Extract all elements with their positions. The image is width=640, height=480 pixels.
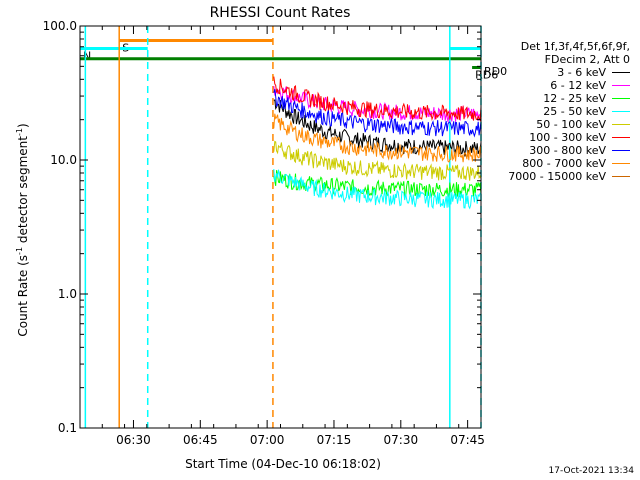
- legend-header-line2: FDecim 2, Att 0: [544, 53, 630, 66]
- x-tick-label: 06:30: [116, 433, 151, 447]
- flag-label: N: [83, 49, 91, 62]
- y-axis-label-sup1: -1: [15, 247, 24, 255]
- y-axis-label-sup2: -1: [15, 128, 24, 136]
- legend-item: 12 - 25 keV: [484, 92, 630, 105]
- legend-label: 3 - 6 keV: [557, 66, 606, 79]
- legend-item: 100 - 300 keV: [484, 131, 630, 144]
- legend-swatch: [612, 85, 630, 86]
- legend-label: 100 - 300 keV: [529, 131, 606, 144]
- legend-label: 800 - 7000 keV: [522, 157, 606, 170]
- y-tick-label: 0.1: [58, 421, 77, 435]
- legend-swatch: [612, 111, 630, 112]
- legend-item: 6 - 12 keV: [484, 79, 630, 92]
- legend-label: 6 - 12 keV: [550, 79, 606, 92]
- flag-label: RD0: [484, 65, 507, 78]
- x-tick-label: 07:00: [250, 433, 285, 447]
- series-line: [273, 76, 482, 122]
- legend-item: 25 - 50 keV: [484, 105, 630, 118]
- y-axis: 0.1 1.0 10.0 100.0: [43, 19, 481, 435]
- x-tick-label: 07:30: [384, 433, 419, 447]
- series-line: [273, 140, 482, 181]
- series-line: [273, 168, 482, 210]
- timestamp: 17-Oct-2021 13:34: [548, 466, 634, 476]
- series-line: [273, 170, 482, 200]
- legend-item: 800 - 7000 keV: [484, 157, 630, 170]
- y-axis-label: Count Rate (s-1 detector segment-1): [15, 123, 30, 336]
- plot-frame: [79, 25, 482, 429]
- chart-title: RHESSI Count Rates: [210, 5, 351, 21]
- x-tick-label: 07:45: [450, 433, 485, 447]
- y-axis-label-part1: Count Rate (s: [16, 255, 30, 337]
- x-axis-label: Start Time (04-Dec-10 06:18:02): [185, 457, 381, 471]
- x-tick-label: 06:45: [183, 433, 218, 447]
- legend-label: 7000 - 15000 keV: [508, 170, 606, 183]
- x-tick-label: 07:15: [317, 433, 352, 447]
- legend-swatch: [612, 176, 630, 177]
- legend-swatch: [612, 163, 630, 164]
- y-axis-label-part2: detector segment: [16, 136, 30, 247]
- y-axis-label-part3: ): [16, 123, 30, 128]
- series-line: [273, 113, 482, 163]
- x-axis: 06:30 06:45 07:00 07:15 07:30 07:45: [79, 26, 485, 447]
- legend-item: 3 - 6 keV: [484, 66, 630, 79]
- legend-header-line1: Det 1f,3f,4f,5f,6f,9f,: [520, 40, 630, 53]
- legend-item: 50 - 100 keV: [484, 118, 630, 131]
- y-tick-label: 100.0: [43, 19, 77, 33]
- legend: Det 1f,3f,4f,5f,6f,9f, FDecim 2, Att 0 3…: [484, 40, 630, 183]
- y-tick-label: 1.0: [58, 287, 77, 301]
- legend-swatch: [612, 98, 630, 99]
- legend-swatch: [612, 124, 630, 125]
- legend-swatch: [612, 150, 630, 151]
- legend-label: 25 - 50 keV: [543, 105, 606, 118]
- chart-marks: SNRD0RD6: [80, 26, 507, 428]
- legend-label: 50 - 100 keV: [536, 118, 606, 131]
- legend-entries: 3 - 6 keV 6 - 12 keV 12 - 25 keV 25 - 50 ke…: [484, 66, 630, 183]
- series-line: [273, 89, 482, 138]
- y-tick-label: 10.0: [50, 153, 77, 167]
- legend-label: 12 - 25 keV: [543, 92, 606, 105]
- legend-item: 7000 - 15000 keV: [484, 170, 630, 183]
- legend-label: 300 - 800 keV: [529, 144, 606, 157]
- legend-item: 300 - 800 keV: [484, 144, 630, 157]
- legend-swatch: [612, 72, 630, 73]
- legend-swatch: [612, 137, 630, 138]
